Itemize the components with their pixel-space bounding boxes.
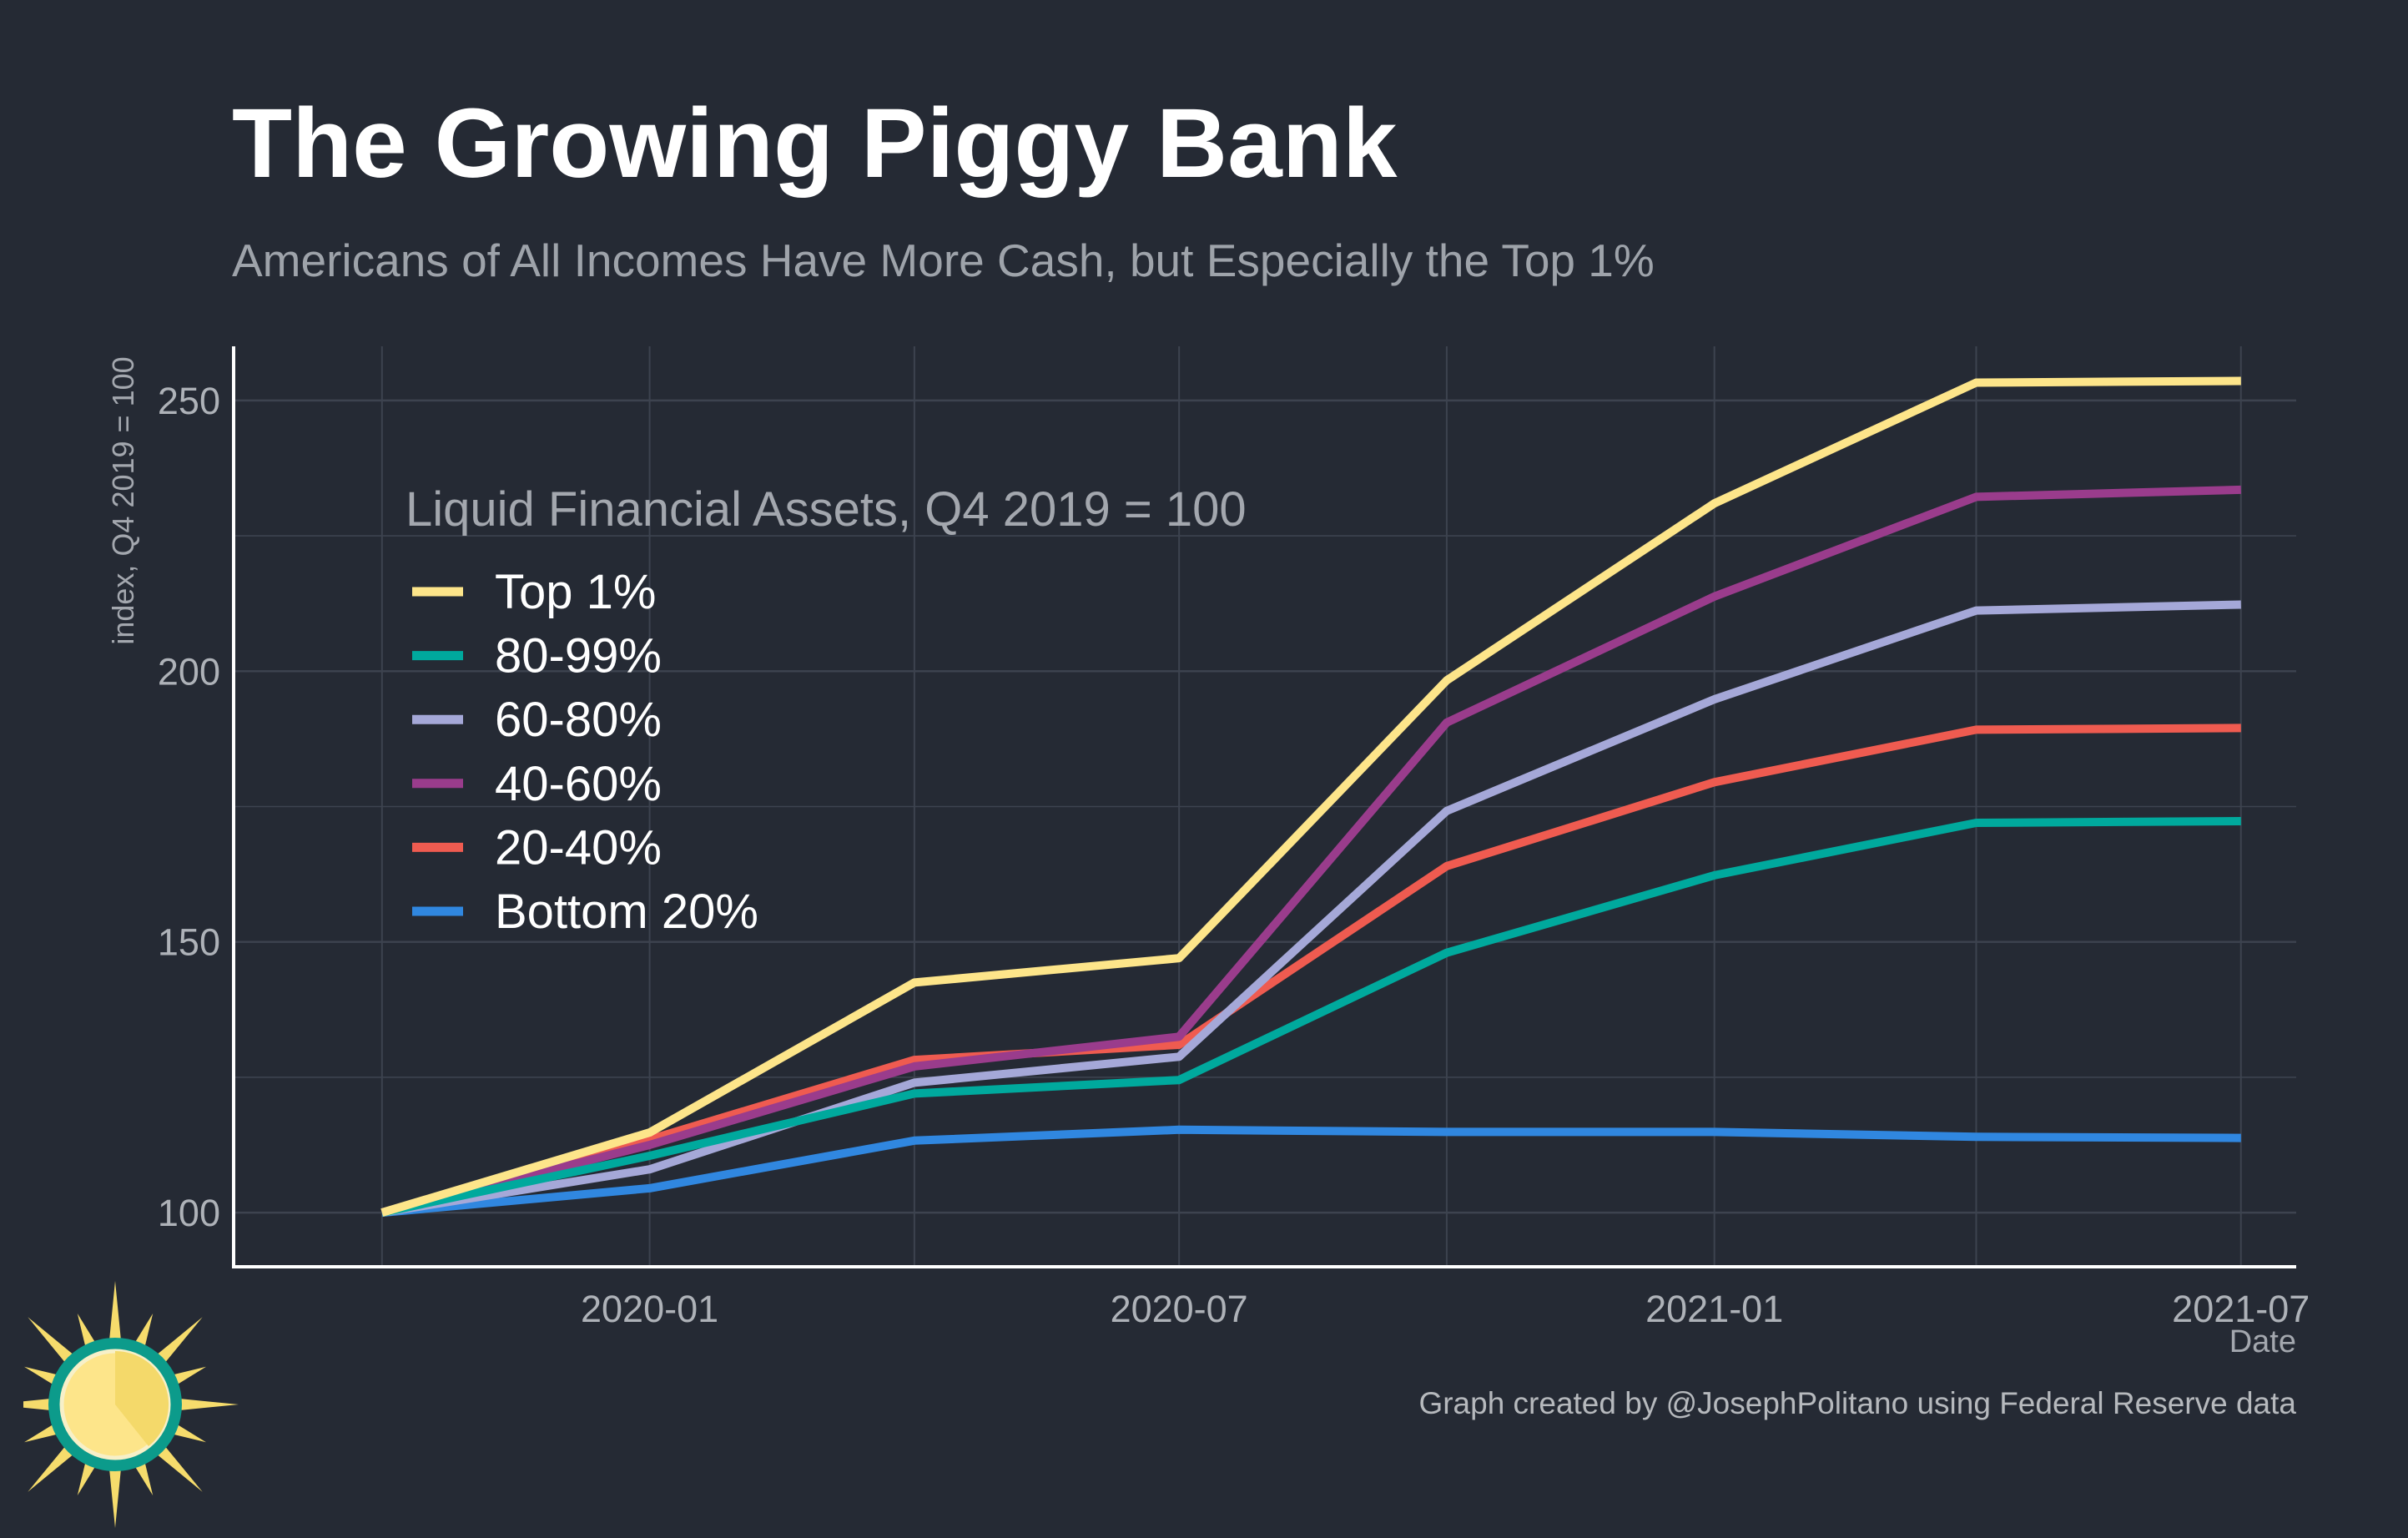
sun-ray [28,1440,79,1492]
sun-ray [28,1317,79,1369]
series-line-40-60 [380,485,2241,1217]
source-caption: Graph created by @JosephPolitano using F… [1418,1386,2296,1420]
series-lines [380,376,2241,1218]
series-line-80-99 [380,817,2241,1217]
series-line-bottom-20 [381,1125,2241,1218]
legend-label: 20-40% [495,820,662,875]
legend-label: 80-99% [495,629,662,683]
legend-label: Top 1% [495,565,656,619]
logo-face-shade [115,1351,169,1446]
y-tick-label: 200 [158,650,220,693]
legend-title: Liquid Financial Assets, Q4 2019 = 100 [406,482,1247,537]
legend: Liquid Financial Assets, Q4 2019 = 100 To… [406,482,1247,939]
sun-ray [173,1398,239,1411]
x-tick-label: 2021-07 [2172,1288,2310,1330]
x-tick-label: 2021-01 [1645,1288,1783,1330]
chart-subtitle: Americans of All Incomes Have More Cash,… [232,234,1655,286]
legend-label: Bottom 20% [495,885,758,939]
series-line-60-80 [381,600,2241,1218]
y-tick-label: 100 [158,1192,220,1234]
sun-ray [151,1317,203,1369]
legend-label: 40-60% [495,757,662,811]
x-tick-label: 2020-01 [581,1288,718,1330]
chart-title: The Growing Piggy Bank [232,88,1398,199]
sun-ray [151,1440,203,1492]
x-tick-label: 2020-07 [1111,1288,1248,1330]
x-axis-label: Date [2229,1324,2296,1359]
y-tick-label: 150 [158,921,220,964]
axes: 100 150 200 250 2020-01 2020-07 2021-01 2021-07 [158,346,2310,1330]
series-line-20-40 [380,724,2241,1217]
legend-label: 60-80% [495,693,662,747]
sun-ray [108,1462,122,1528]
y-tick-label: 250 [158,380,220,422]
sun-rays [23,1281,239,1528]
sun-icon [23,1281,239,1528]
sun-ray [108,1281,122,1347]
series-line-top-1 [380,376,2241,1217]
y-axis-label: index, Q4 2019 = 100 [106,356,140,644]
